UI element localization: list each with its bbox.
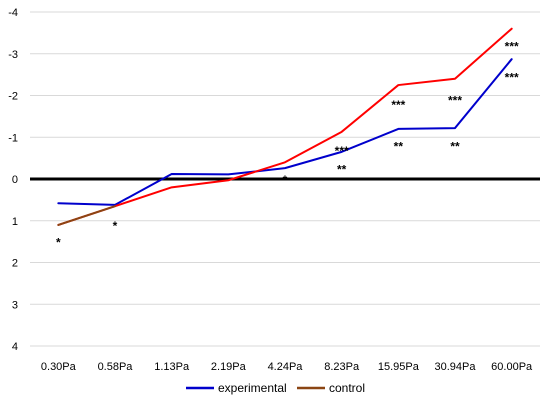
y-tick-label: -4	[8, 7, 18, 19]
y-tick-label: -1	[8, 132, 18, 144]
significance-annotations: ************************	[56, 39, 519, 249]
x-tick-label: 15.95Pa	[378, 361, 420, 373]
control-start-segment	[57, 205, 116, 226]
x-tick-label: 60.00Pa	[491, 361, 533, 373]
significance-marker: ***	[505, 39, 519, 53]
legend-label-experimental: experimental	[218, 381, 287, 395]
significance-marker: **	[337, 163, 347, 177]
series-lines	[57, 27, 513, 226]
y-axis-tick-labels: -4 -3 -2 -1 0 1 2 3 4	[8, 7, 18, 353]
significance-marker: ***	[505, 71, 519, 85]
y-tick-label: 0	[12, 174, 18, 186]
legend-label-control: control	[329, 381, 365, 395]
significance-marker: *	[283, 173, 288, 187]
x-tick-label: 0.58Pa	[98, 361, 134, 373]
x-tick-label: 1.13Pa	[154, 361, 190, 373]
series-line-control	[57, 27, 513, 226]
series-line-experimental	[57, 58, 513, 206]
legend: experimental control	[186, 381, 365, 395]
x-axis-tick-labels: 0.30Pa 0.58Pa 1.13Pa 2.19Pa 4.24Pa 8.23Pa 15.9…	[41, 361, 533, 373]
significance-marker: **	[450, 140, 460, 154]
x-tick-label: 2.19Pa	[211, 361, 247, 373]
significance-marker: ***	[391, 98, 405, 112]
grid-lines	[30, 11, 540, 347]
x-tick-label: 30.94Pa	[435, 361, 477, 373]
x-tick-label: 0.30Pa	[41, 361, 77, 373]
y-tick-label: 2	[12, 258, 18, 270]
significance-marker: *	[56, 236, 61, 250]
y-tick-label: 4	[12, 341, 18, 353]
significance-marker: ***	[448, 94, 462, 108]
y-tick-label: -3	[8, 49, 18, 61]
y-tick-label: -2	[8, 91, 18, 103]
significance-marker: ***	[335, 144, 349, 158]
y-tick-label: 3	[12, 299, 18, 311]
x-tick-label: 8.23Pa	[324, 361, 360, 373]
significance-marker: *	[113, 219, 118, 233]
y-tick-label: 1	[12, 216, 18, 228]
significance-marker: **	[394, 140, 404, 154]
x-tick-label: 4.24Pa	[268, 361, 304, 373]
